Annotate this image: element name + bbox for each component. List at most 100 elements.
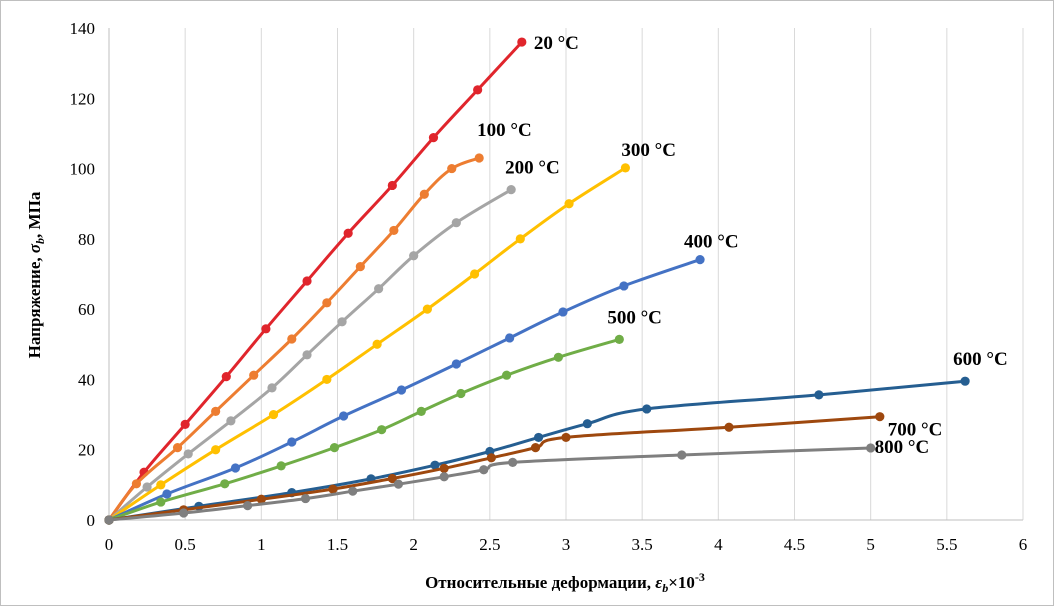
data-point [162, 489, 172, 499]
data-point [328, 484, 338, 494]
data-point [156, 497, 166, 507]
x-tick-label: 5.5 [936, 535, 957, 554]
data-point [419, 189, 429, 199]
data-point [456, 388, 466, 399]
series-label: 300 °C [621, 140, 676, 161]
x-tick-label: 3 [562, 535, 571, 554]
data-point [582, 419, 592, 429]
data-point [508, 457, 518, 467]
data-point [249, 370, 259, 380]
data-point [473, 85, 483, 95]
data-point [287, 334, 297, 344]
y-tick-label: 60 [78, 300, 95, 319]
data-point [322, 374, 332, 385]
series-800c [104, 443, 876, 525]
data-point [338, 411, 349, 421]
x-tick-label: 3.5 [632, 535, 653, 554]
data-point [530, 443, 541, 453]
data-point [377, 425, 387, 435]
series-100c [104, 153, 484, 525]
series-line [107, 415, 882, 522]
axes [108, 28, 1023, 521]
data-point [517, 37, 527, 47]
data-point [677, 450, 687, 460]
data-point [470, 269, 480, 279]
x-tick-label: 0 [105, 535, 114, 554]
series-20c [104, 37, 527, 525]
y-tick-label: 0 [87, 511, 96, 530]
data-point [268, 409, 279, 420]
data-point [211, 406, 221, 417]
x-tick-label: 2.5 [479, 535, 500, 554]
series-label: 800 °C [875, 437, 930, 458]
series-label: 20 °C [534, 33, 579, 54]
data-point [142, 482, 152, 492]
series-line [107, 166, 627, 522]
x-tick-label: 1.5 [327, 535, 348, 554]
series-200c [104, 185, 516, 525]
y-tick-label: 100 [70, 160, 96, 179]
data-point [156, 480, 166, 490]
data-point [558, 307, 568, 317]
x-tick-label: 5 [866, 535, 875, 554]
x-tick-label: 4.5 [784, 535, 805, 554]
data-point [515, 234, 525, 244]
data-point [179, 508, 189, 518]
series-label: 100 °C [477, 120, 532, 141]
data-point [276, 461, 286, 471]
data-point [533, 432, 544, 443]
data-point [243, 500, 253, 511]
x-tick-label: 4 [714, 535, 723, 554]
data-point [302, 350, 312, 360]
data-point [724, 422, 734, 432]
y-tick-label: 20 [78, 441, 95, 460]
data-point [695, 254, 705, 265]
data-point [355, 262, 365, 272]
data-point [180, 419, 190, 430]
data-point [960, 376, 970, 386]
data-point [226, 416, 236, 426]
series-line [107, 40, 524, 522]
x-tick-label: 2 [409, 535, 418, 554]
x-tick-label: 6 [1019, 535, 1028, 554]
data-point [447, 163, 457, 174]
data-point [614, 334, 624, 344]
data-point [322, 298, 332, 308]
x-tick-label: 1 [257, 535, 266, 554]
data-point [430, 460, 440, 470]
data-point [372, 339, 382, 349]
series-lines [104, 37, 970, 525]
x-tick-label: 0.5 [175, 535, 196, 554]
data-point [389, 225, 399, 236]
series-label: 600 °C [953, 349, 1008, 370]
data-point [451, 218, 461, 228]
y-tick-label: 120 [70, 89, 96, 108]
data-point [172, 443, 183, 453]
data-point [642, 404, 652, 414]
data-point [104, 515, 114, 525]
series-300c [104, 163, 631, 525]
data-point [619, 281, 629, 291]
series-label: 400 °C [684, 232, 739, 253]
series-line [107, 446, 873, 522]
data-point [374, 284, 384, 294]
data-point [505, 333, 515, 343]
y-tick-labels: 0 20 40 60 80 100 120 140 [70, 19, 96, 530]
data-point [451, 359, 461, 369]
data-point [474, 153, 484, 163]
data-point [620, 163, 631, 173]
data-point [506, 185, 516, 195]
data-point [287, 437, 297, 447]
data-point [479, 465, 489, 475]
data-point [261, 324, 271, 334]
data-point [387, 180, 397, 191]
data-point [439, 472, 449, 482]
data-point [348, 486, 358, 496]
data-point [329, 443, 340, 453]
series-500c [104, 334, 624, 525]
data-point [875, 412, 885, 422]
series-label: 700 °C [888, 420, 943, 441]
data-point [302, 276, 312, 286]
